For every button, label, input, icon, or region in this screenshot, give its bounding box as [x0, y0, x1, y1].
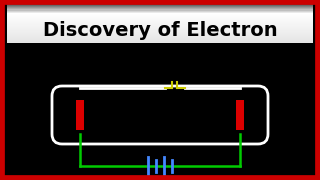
Bar: [7, 10, 313, 12]
Bar: [7, 27, 313, 29]
Bar: [7, 16, 313, 17]
Bar: [7, 39, 313, 40]
Bar: [7, 2, 313, 4]
Bar: [7, 31, 313, 33]
Bar: [7, 4, 313, 6]
Bar: [7, 0, 313, 2]
Bar: [7, 5, 313, 7]
Bar: [7, 14, 313, 15]
Bar: [7, 22, 313, 24]
Bar: [7, 6, 313, 8]
Bar: [7, 12, 313, 13]
Bar: [7, 41, 313, 42]
Bar: [7, 40, 313, 41]
Bar: [7, 1, 313, 3]
Bar: [7, 25, 313, 27]
Bar: [7, 10, 313, 11]
Bar: [7, 33, 313, 34]
FancyBboxPatch shape: [52, 86, 268, 144]
Bar: [7, 23, 313, 25]
Bar: [7, 17, 313, 18]
Bar: [7, 28, 313, 30]
Bar: [7, 35, 313, 36]
Text: Discovery of Electron: Discovery of Electron: [43, 21, 277, 39]
Bar: [7, 30, 313, 32]
Bar: [7, 8, 313, 10]
Bar: [236, 100, 244, 130]
Bar: [7, 15, 313, 16]
Bar: [7, 34, 313, 35]
Bar: [7, 21, 313, 22]
Bar: [7, 20, 313, 21]
Bar: [7, 7, 313, 9]
Bar: [7, 24, 313, 26]
Bar: [7, 3, 313, 5]
Bar: [7, 26, 313, 28]
Bar: [7, 19, 313, 21]
Bar: [7, 36, 313, 37]
Bar: [7, 37, 313, 38]
Bar: [7, 18, 313, 19]
Bar: [7, 38, 313, 39]
Bar: [7, 13, 313, 14]
Bar: [76, 100, 84, 130]
Bar: [7, 29, 313, 31]
